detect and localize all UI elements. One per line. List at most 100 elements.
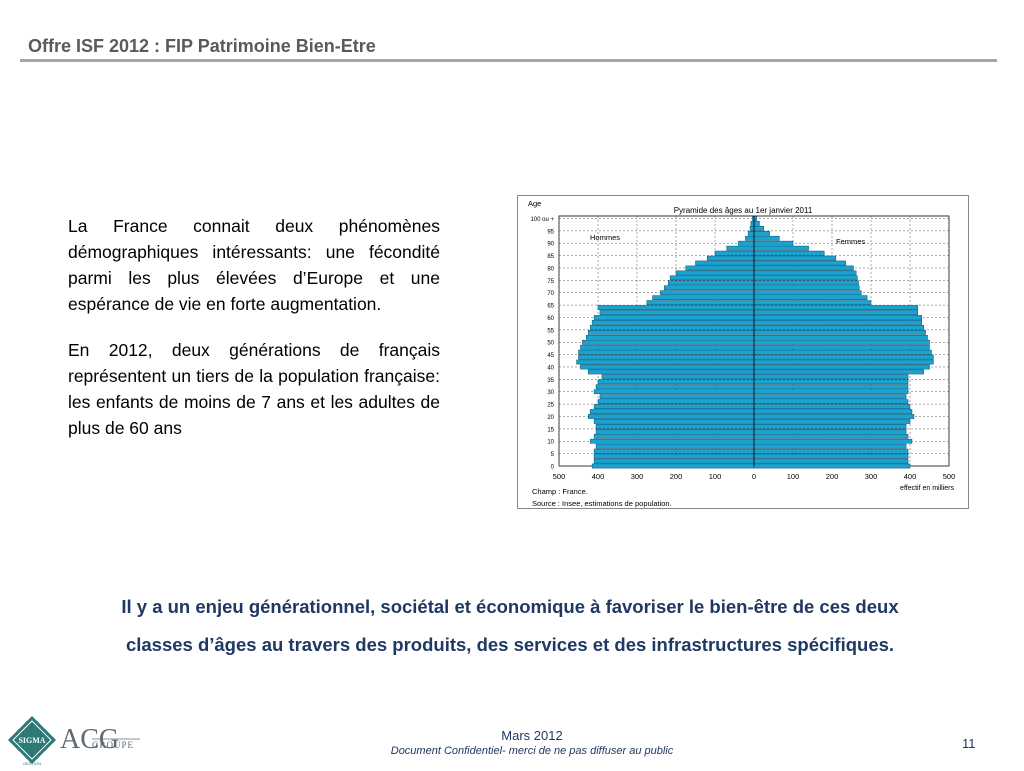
footer-date: Mars 2012 [501,728,563,743]
bar-women [753,354,934,360]
bar-women [753,216,757,221]
bar-men [675,270,755,276]
y-tick-label: 85 [547,254,554,260]
paragraph-demographics: La France connait deux phénomènes démogr… [68,216,440,314]
bar-women [753,240,794,246]
bar-men [749,226,755,231]
bar-women [753,325,924,330]
acg-logo-text: ACG [60,724,119,755]
bar-men [595,384,755,390]
bar-men [591,463,755,469]
bar-women [753,419,911,424]
bar-women [753,285,860,291]
x-tick-label: 200 [826,472,839,481]
legend-hommes: Hommes [590,233,620,242]
bar-women [753,275,858,281]
conclusion-line-2: classes d’âges au travers des produits, … [125,634,895,655]
legend-femmes: Femmes [836,237,865,246]
bar-women [753,300,872,305]
x-tick-label: 0 [752,472,756,481]
chart-note-source: Source : Insee, estimations de populatio… [532,499,672,508]
bar-women [753,235,780,241]
bar-women [753,230,770,236]
bar-women [753,320,922,325]
y-tick-label: 10 [547,440,554,446]
bar-women [753,334,928,340]
y-tick-label: 70 [547,291,554,297]
bar-men [591,320,755,325]
x-tick-label: 300 [865,472,878,481]
bar-women [753,443,907,449]
body-text: La France connait deux phénomènes démogr… [68,213,440,461]
bar-men [599,310,755,315]
bar-men [589,325,755,330]
bar-men [738,240,755,246]
bar-women [753,369,924,375]
bar-women [753,305,919,310]
x-tick-label: 100 [709,472,722,481]
bar-men [595,424,755,429]
age-pyramid-chart: 500 400 300 200 100 0 100 200 300 400 500 0 5 10 15 20 2… [517,195,969,509]
bar-men [597,379,755,385]
paragraph-generations: En 2012, deux générations de français re… [68,340,440,438]
bar-men [588,369,755,375]
bar-women [753,329,926,335]
x-tick-label: 500 [553,472,566,481]
bar-men [706,255,755,261]
bar-men [669,275,755,281]
bar-men [667,280,755,286]
bar-women [753,424,907,429]
bar-men [714,250,755,256]
sigma-logo-text: SIGMA [18,736,45,745]
bar-women [753,359,934,365]
bar-men [593,404,755,409]
y-tick-label: 80 [547,266,554,272]
y-tick-label: 100 ou + [530,217,554,223]
bar-women [753,379,909,385]
bar-men [578,349,755,355]
bar-men [588,329,755,335]
bar-women [753,404,911,409]
bar-women [753,414,915,419]
bar-women [753,255,837,261]
bar-women [753,453,909,459]
bar-women [753,394,907,400]
y-tick-label: 65 [547,304,554,310]
bar-women [753,438,913,444]
bar-men [595,443,755,449]
bar-men [593,389,755,395]
bar-men [747,230,755,236]
bar-men [646,300,755,305]
bar-men [593,453,755,459]
bar-men [586,334,755,340]
x-tick-label: 100 [787,472,800,481]
bar-men [580,364,755,370]
bar-men [593,458,755,464]
bar-women [753,270,857,276]
bar-women [753,250,825,256]
bar-men [685,265,755,271]
bar-men [745,235,755,241]
bar-men [580,344,755,350]
bar-women [753,448,909,454]
chart-title: Pyramide des âges au 1er janvier 2011 [674,206,813,215]
y-tick-label: 20 [547,415,554,421]
bar-men [695,260,755,266]
bar-men [595,428,755,434]
bar-men [582,339,755,345]
x-tick-label: 500 [943,472,956,481]
bar-men [578,354,755,360]
y-tick-label: 55 [547,328,554,334]
y-tick-label: 45 [547,353,554,359]
bar-men [593,315,755,320]
conclusion-text: Il y a un enjeu générationnel, sociétal … [40,588,980,664]
bar-men [597,305,755,310]
conclusion-line-1: Il y a un enjeu générationnel, sociétal … [121,596,899,617]
page-number: 11 [962,736,976,751]
bar-men [588,414,755,419]
y-tick-label: 25 [547,403,554,409]
bar-women [753,374,909,380]
x-tick-label: 300 [631,472,644,481]
bar-men [576,359,755,365]
bar-men [664,285,755,291]
